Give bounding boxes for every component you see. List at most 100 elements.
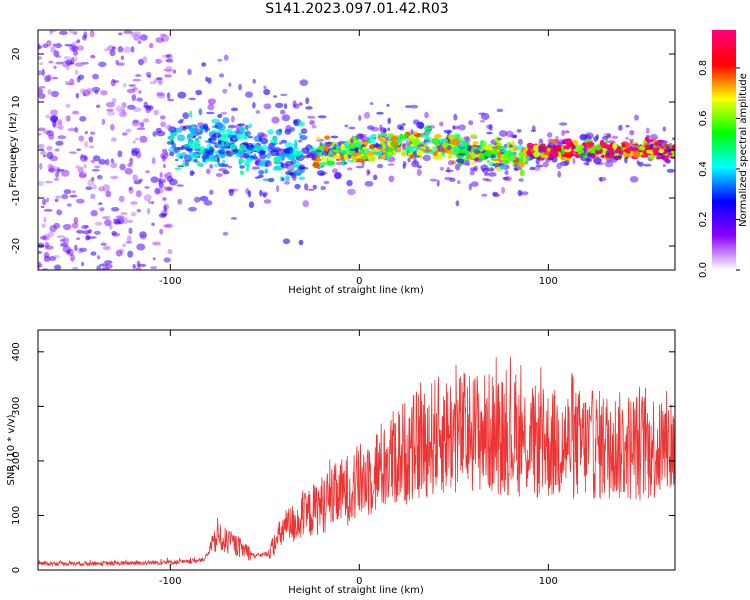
heatmap-cell — [504, 170, 509, 176]
heatmap-cell — [85, 235, 91, 240]
heatmap-cell — [155, 188, 164, 194]
heatmap-cell — [98, 61, 107, 68]
heatmap-cell — [263, 103, 272, 110]
heatmap-cell — [409, 104, 419, 109]
heatmap-cell — [238, 83, 243, 91]
heatmap-cell — [271, 116, 280, 124]
heatmap-cell — [512, 147, 519, 152]
heatmap-cell — [298, 102, 303, 106]
heatmap-cell — [105, 190, 112, 198]
heatmap-cell — [448, 134, 455, 141]
heatmap-cell — [564, 130, 570, 134]
heatmap-cell — [324, 135, 331, 140]
heatmap-cell — [386, 103, 390, 107]
heatmap-xtick-label: -100 — [159, 276, 182, 287]
heatmap-cell — [629, 138, 634, 142]
heatmap-cell — [347, 159, 354, 163]
heatmap-cell — [80, 225, 89, 230]
heatmap-cell — [503, 176, 512, 182]
heatmap-cell — [383, 128, 387, 133]
heatmap-cell — [468, 120, 474, 126]
heatmap-cell — [316, 158, 323, 162]
heatmap-cell — [360, 156, 366, 159]
heatmap-cell — [239, 144, 246, 152]
heatmap-cell — [645, 139, 654, 143]
heatmap-cell — [207, 98, 216, 105]
heatmap-cell — [82, 93, 87, 97]
heatmap-cell — [228, 165, 233, 169]
heatmap-cell — [437, 145, 441, 152]
heatmap-cell — [416, 121, 424, 129]
heatmap-cell — [57, 135, 67, 140]
heatmap-cell — [618, 124, 623, 131]
heatmap-cell — [348, 126, 356, 130]
heatmap-cell — [292, 174, 297, 182]
heatmap-cell — [65, 83, 75, 86]
heatmap-cell — [90, 159, 96, 164]
heatmap-cell — [179, 155, 183, 160]
heatmap-cell — [446, 145, 452, 151]
heatmap-cell — [505, 130, 514, 138]
heatmap-cell — [666, 168, 675, 173]
heatmap-cell — [132, 174, 138, 182]
heatmap-cell — [263, 88, 271, 96]
heatmap-cell — [423, 149, 432, 152]
heatmap-cell — [285, 147, 294, 154]
heatmap-cell — [478, 112, 485, 116]
heatmap-cell — [509, 144, 513, 149]
heatmap-cell — [279, 109, 286, 115]
heatmap-cell — [413, 131, 418, 135]
heatmap-cell — [319, 142, 323, 146]
heatmap-cell — [245, 157, 254, 162]
heatmap-cell — [79, 116, 87, 122]
heatmap-cell — [520, 191, 529, 196]
heatmap-cell — [139, 231, 147, 239]
heatmap-cell — [267, 144, 276, 150]
heatmap-cell — [115, 249, 123, 257]
heatmap-cell — [601, 136, 609, 141]
heatmap-cell — [443, 138, 448, 143]
colorbar-tick-label: 0.6 — [698, 110, 709, 126]
heatmap-cell — [42, 43, 49, 49]
heatmap-cell — [47, 163, 52, 169]
heatmap-cell — [64, 43, 73, 47]
heatmap-cell — [105, 263, 113, 269]
heatmap-cell — [201, 62, 207, 67]
heatmap-cell — [280, 148, 287, 153]
heatmap-cell — [512, 135, 517, 138]
heatmap-cell — [60, 238, 66, 243]
heatmap-cell — [473, 158, 483, 163]
heatmap-cell — [617, 146, 622, 152]
heatmap-cell — [469, 170, 475, 176]
heatmap-cell — [401, 150, 407, 157]
heatmap-cell — [126, 220, 134, 223]
heatmap-cell — [96, 174, 103, 180]
heatmap-cell — [207, 103, 215, 111]
heatmap-cell — [605, 139, 609, 144]
heatmap-cell — [246, 162, 250, 169]
heatmap-cell — [499, 165, 506, 170]
heatmap-cell — [38, 250, 43, 254]
heatmap-cell — [614, 155, 619, 160]
heatmap-cell — [50, 30, 57, 33]
heatmap-cell — [159, 33, 167, 37]
heatmap-cell — [59, 30, 68, 35]
heatmap-cell — [594, 144, 602, 151]
heatmap-cell — [628, 142, 633, 147]
heatmap-cell — [324, 141, 333, 145]
heatmap-cell — [38, 93, 46, 99]
heatmap-cell — [316, 146, 325, 151]
heatmap-cell — [117, 62, 125, 66]
heatmap-cell — [346, 167, 353, 171]
heatmap-cell — [259, 189, 263, 197]
heatmap-cell — [293, 150, 302, 157]
heatmap-cell — [649, 133, 659, 141]
heatmap-cell — [378, 136, 387, 143]
heatmap-cell — [302, 200, 310, 208]
heatmap-cell — [40, 150, 47, 156]
heatmap-cell — [501, 186, 505, 194]
heatmap-cell — [132, 264, 136, 269]
heatmap-cell — [76, 45, 85, 51]
heatmap-cell — [452, 125, 460, 130]
heatmap-cell — [46, 40, 52, 47]
